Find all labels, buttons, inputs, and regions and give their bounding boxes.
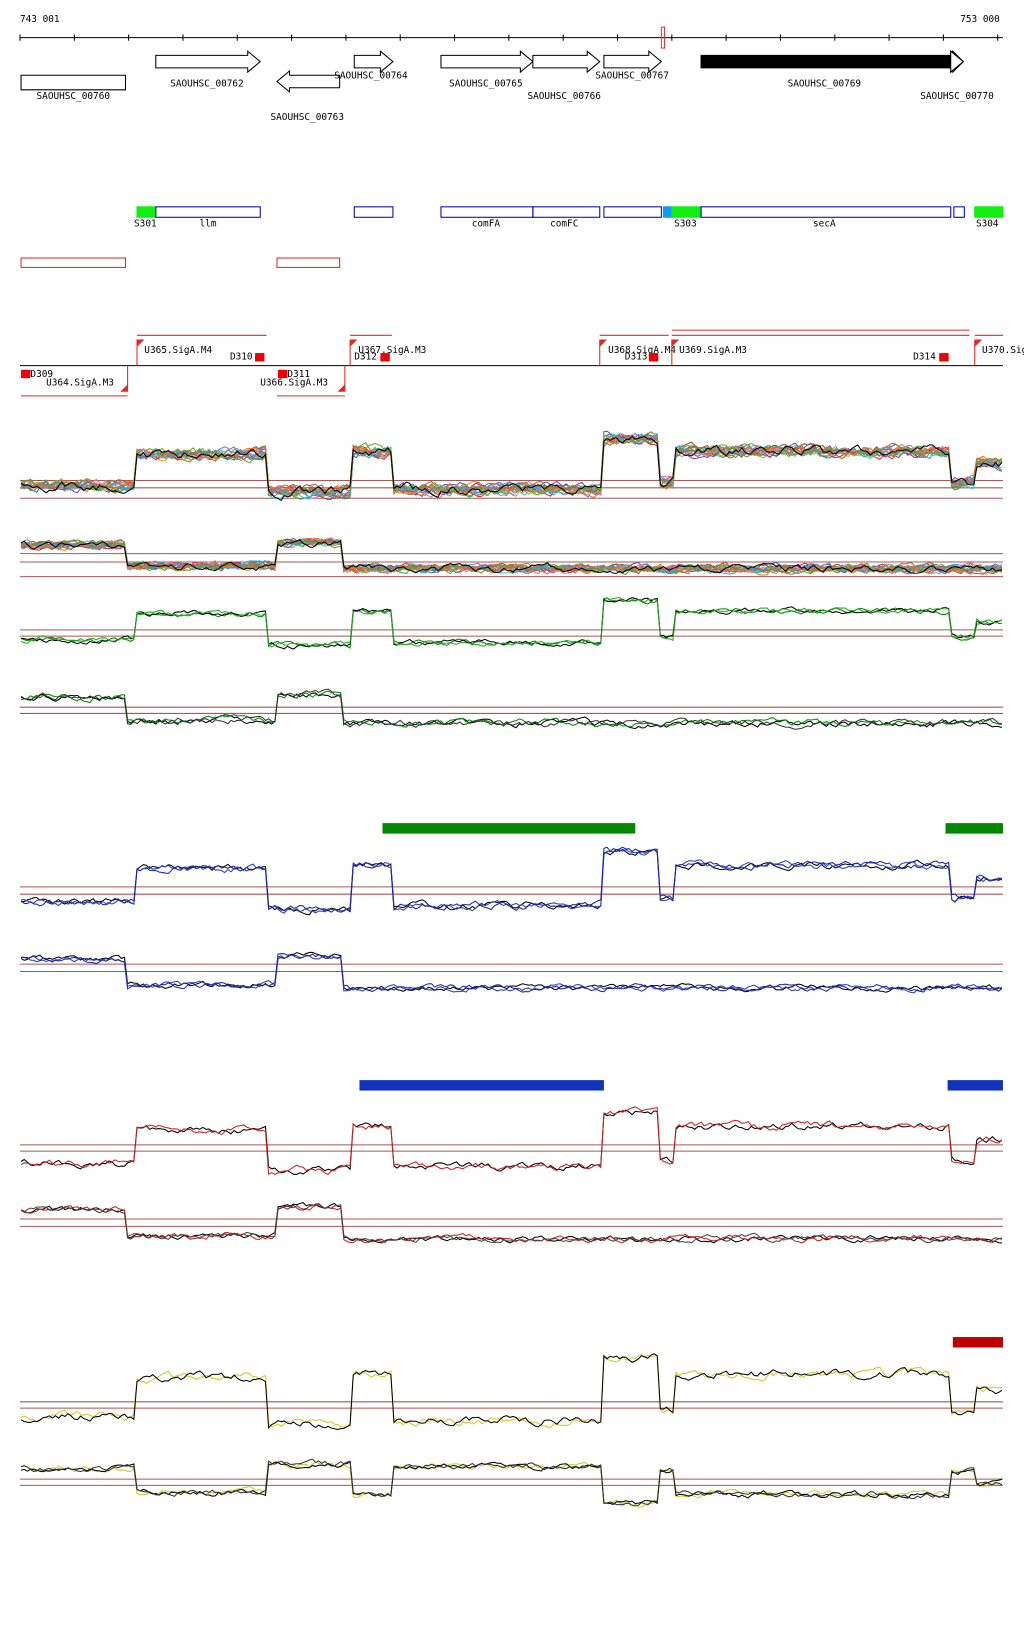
signal [20,434,1002,496]
gene-label: SAOUHSC_00766 [527,91,601,102]
gene [700,50,965,74]
promoter-label: U366.SigA.M3 [260,377,328,388]
segment-label: S301 [134,219,157,230]
promoter-flag [136,339,145,347]
promoter-label: U368.SigA.M4 [608,345,676,356]
signal [20,538,1003,575]
bar-track [945,823,1003,834]
segment [440,206,534,218]
promoter-label: U367.SigA.M3 [358,345,426,356]
segment [671,206,702,218]
segment-label: llm [200,219,217,230]
signal [20,692,1003,730]
promoter-flag [671,339,680,347]
gene [276,69,341,94]
terminator [939,353,949,362]
signal [20,1106,1003,1176]
region [20,257,127,268]
segment-label: comFA [472,219,501,230]
segment-label: S304 [976,219,999,230]
signal [20,1458,1003,1506]
signal [20,435,1002,499]
promoter-flag [120,384,128,392]
signal [20,1109,1003,1175]
gene [440,50,534,74]
terminator [255,353,265,362]
terminator [648,353,659,362]
gene [353,50,394,74]
gene-label: SAOUHSC_00765 [449,79,522,90]
signal [21,953,1003,993]
segment-label: comFC [550,219,578,230]
terminator-label: D314 [913,351,936,362]
signal [21,597,1003,650]
signal [20,1353,1003,1431]
gene-label: SAOUHSC_00769 [788,79,862,90]
signal [20,690,1002,728]
promoter-flag [599,339,608,347]
signal [20,435,1003,498]
bar-track [382,823,636,834]
terminator-label: D313 [625,351,648,362]
signal [20,1460,1003,1505]
signal [20,1461,1002,1508]
cursor [660,26,666,49]
segment [662,206,673,218]
gene-label: SAOUHSC_00762 [170,79,244,90]
gene [155,50,262,74]
segment [136,206,157,218]
bar-track [947,1080,1003,1091]
terminator [21,369,31,379]
signal [20,435,1003,502]
segment [603,206,662,218]
gene-label: SAOUHSC_00770 [920,91,994,102]
segment [974,206,1004,218]
promoter-label: U364.SigA.M3 [46,377,114,388]
gene-label: SAOUHSC_00763 [271,112,345,123]
signal [20,954,1003,994]
bar-track [359,1080,604,1091]
segment [953,206,965,218]
promoter-flag [974,339,983,347]
ruler-start: 743 001 [20,14,60,25]
terminator-label: D310 [230,351,253,362]
terminator-label: D309 [30,369,53,380]
signal [20,596,1003,648]
ruler-end: 753 000 [960,14,1000,25]
segment-label: secA [813,219,836,230]
gene-label: SAOUHSC_00767 [595,70,669,81]
gene [532,50,601,74]
signal [20,688,1002,730]
signal [20,1203,1003,1244]
gene-label: SAOUHSC_00764 [334,70,408,81]
terminator [278,369,288,379]
terminator [380,353,390,362]
promoter-label: U369.SigA.M3 [679,345,747,356]
gene [603,50,663,74]
promoter-flag [350,339,358,347]
gene [20,74,127,91]
promoter-label: U365.SigA.M4 [144,345,212,356]
signal [20,597,1002,649]
signal [20,539,1002,574]
region [276,257,341,268]
bar-track [952,1337,1003,1348]
gene-tip [950,50,965,74]
signal [20,846,1003,913]
signal [20,848,1002,914]
promoter-label: U370.SigA.M3 [982,345,1024,356]
gene-label: SAOUHSC_00760 [37,91,111,102]
segment [700,206,952,218]
segment-label: S303 [674,219,697,230]
segment [532,206,601,218]
terminator-label: D312 [354,351,377,362]
segment [353,206,394,218]
signal [20,1354,1003,1429]
segment [155,206,261,218]
promoter-flag [337,384,345,392]
terminator-label: D311 [287,369,310,380]
